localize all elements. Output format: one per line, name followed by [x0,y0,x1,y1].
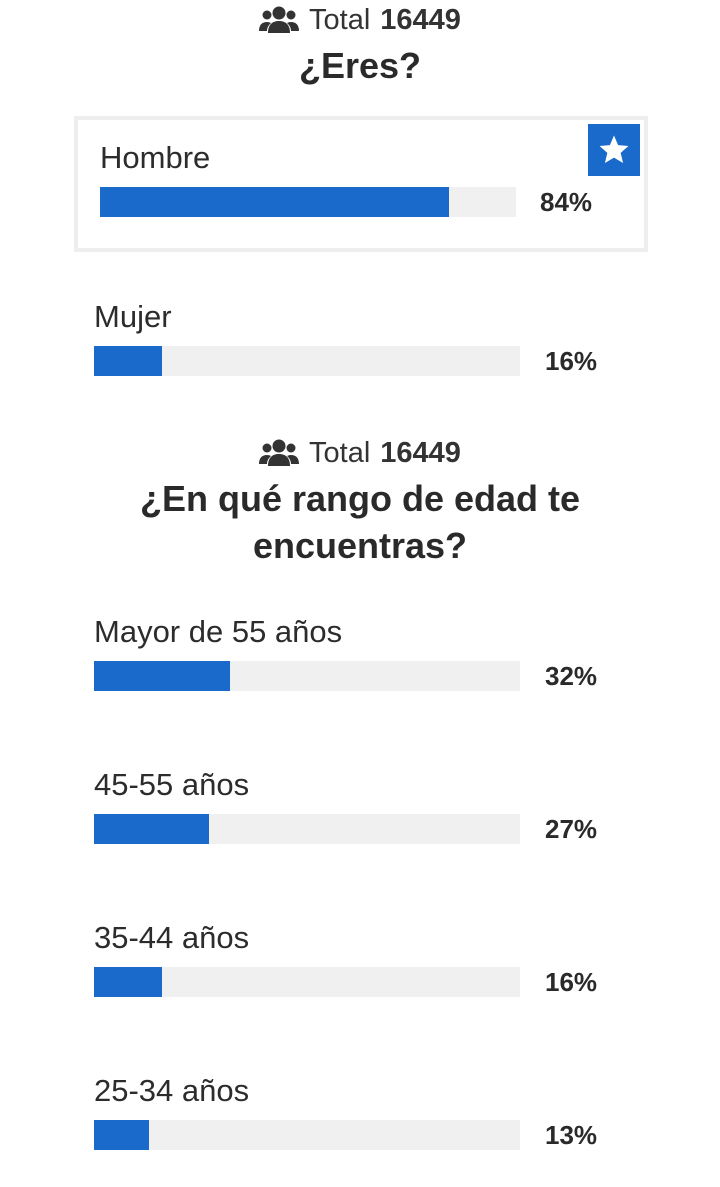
option-label: 35-44 años [94,920,250,955]
percent-label: 13% [545,1120,598,1150]
poll-header: Total 16449 ¿En qué rango de edad te enc… [0,433,720,569]
star-icon [599,135,629,164]
option-label: 45-55 años [94,767,250,802]
bar-fill [94,1120,149,1150]
poll-question: ¿Eres? [298,45,422,86]
bar-row: 16% [94,967,654,997]
bar-fill [94,967,162,997]
poll-option[interactable]: Hombre 84% [100,140,660,217]
total-line: Total 16449 [0,433,720,473]
selected-badge [588,124,640,176]
total-count: 16449 [380,436,461,469]
bar-track [94,1120,520,1150]
bar-fill [94,346,162,376]
percent-label: 16% [545,967,598,997]
bar-row: 84% [100,187,660,217]
poll-option[interactable]: 35-44 años 16% [94,920,654,997]
bar-fill [94,814,209,844]
percent-label: 16% [545,346,598,376]
poll-option[interactable]: 25-34 años 13% [94,1073,654,1150]
total-count: 16449 [380,3,461,36]
people-icon [259,439,300,466]
bar-row: 16% [94,346,654,376]
selected-option-box [74,116,648,252]
bar-row: 13% [94,1120,654,1150]
percent-label: 84% [540,187,593,217]
option-label: 25-34 años [94,1073,250,1108]
percent-label: 27% [545,814,598,844]
poll-option[interactable]: Mayor de 55 años 32% [94,614,654,691]
bar-fill [94,661,230,691]
bar-row: 32% [94,661,654,691]
poll-header: Total 16449 ¿Eres? [0,0,720,89]
option-label: Mayor de 55 años [94,614,343,649]
option-label: Mujer [94,299,172,334]
poll-option[interactable]: 45-55 años 27% [94,767,654,844]
poll-question: ¿En qué rango de edad te encuentras? [139,478,581,566]
bar-fill [100,187,449,217]
percent-label: 32% [545,661,598,691]
total-line: Total 16449 [0,0,720,40]
bar-track [94,967,520,997]
bar-row: 27% [94,814,654,844]
bar-track [94,346,520,376]
poll-option[interactable]: Mujer 16% [94,299,654,376]
option-label: Hombre [100,140,211,175]
total-label: Total [309,3,371,36]
total-label: Total [309,436,371,469]
people-icon [259,6,300,33]
